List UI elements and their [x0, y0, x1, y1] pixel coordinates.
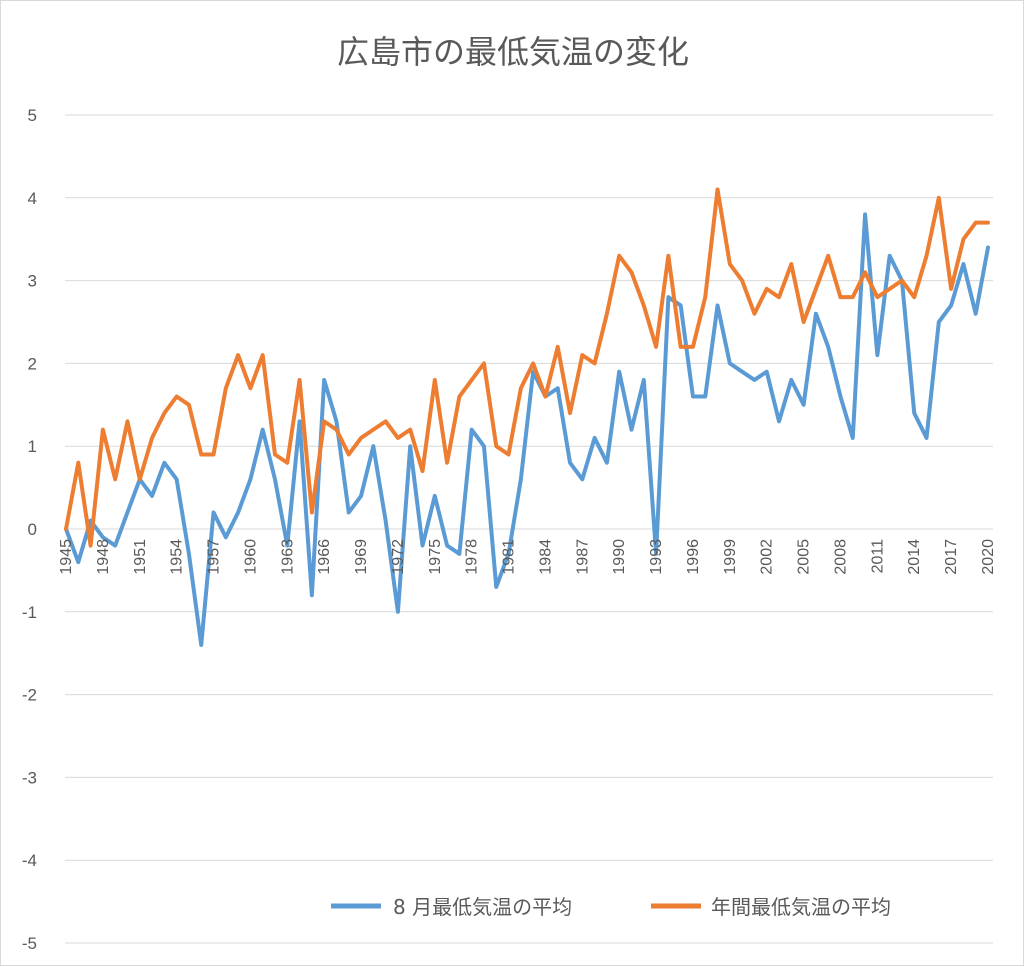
- y-tick-label: 2: [28, 354, 37, 373]
- x-tick-label: 2017: [943, 539, 960, 575]
- x-tick-label: 1966: [316, 539, 333, 575]
- x-tick-label: 2002: [759, 539, 776, 575]
- series-line-0: [64, 212, 990, 647]
- x-tick-label: 2011: [869, 539, 886, 574]
- x-tick-label: 1954: [169, 539, 186, 575]
- x-tick-label: 1999: [722, 539, 739, 575]
- y-tick-label: -4: [22, 851, 37, 870]
- x-tick-label: 1993: [648, 539, 665, 575]
- legend-label-aug-min: 8 月最低気温の平均: [393, 895, 572, 919]
- legend: 8 月最低気温の平均 年間最低気温の平均: [331, 895, 891, 919]
- series-line-1: [64, 187, 990, 548]
- chart-title: 広島市の最低気温の変化: [337, 33, 689, 71]
- x-tick-label: 1951: [132, 539, 149, 575]
- y-tick-label: 0: [28, 520, 37, 539]
- x-tick-label: 1990: [611, 539, 628, 575]
- y-axis-ticks: 5 4 3 2 1 0 -1 -2 -3 -4 -5: [22, 106, 37, 953]
- x-tick-label: 2014: [906, 539, 923, 575]
- y-tick-label: -1: [22, 603, 37, 622]
- x-tick-label: 1975: [427, 539, 444, 575]
- y-tick-label: 4: [28, 189, 37, 208]
- x-tick-label: 1972: [390, 539, 407, 575]
- y-tick-label: -3: [22, 768, 37, 787]
- x-tick-label: 1960: [242, 539, 259, 575]
- x-tick-label: 2005: [796, 539, 813, 575]
- legend-label-annual-min: 年間最低気温の平均: [711, 895, 891, 919]
- y-tick-label: -5: [22, 934, 37, 953]
- y-tick-label: 1: [28, 437, 37, 456]
- x-tick-label: 1948: [95, 539, 112, 575]
- y-tick-label: 3: [28, 272, 37, 291]
- x-tick-label: 1945: [58, 539, 75, 575]
- series-lines: [64, 187, 990, 647]
- x-tick-label: 1996: [685, 539, 702, 575]
- x-tick-label: 1981: [501, 539, 518, 575]
- y-tick-label: 5: [28, 106, 37, 125]
- x-tick-label: 1969: [353, 539, 370, 575]
- y-tick-label: -2: [22, 686, 37, 705]
- x-tick-label: 1957: [206, 539, 223, 575]
- x-tick-label: 1963: [279, 539, 296, 575]
- gridlines: [65, 114, 993, 944]
- x-tick-label: 1984: [537, 539, 554, 575]
- x-tick-label: 1987: [574, 539, 591, 575]
- x-tick-label: 2020: [980, 539, 997, 575]
- x-tick-label: 1978: [464, 539, 481, 575]
- x-tick-label: 2008: [832, 539, 849, 575]
- x-axis-ticks: 1945 1948 1951 1954 1957 1960 1963 1966 1969 1972…: [58, 539, 997, 575]
